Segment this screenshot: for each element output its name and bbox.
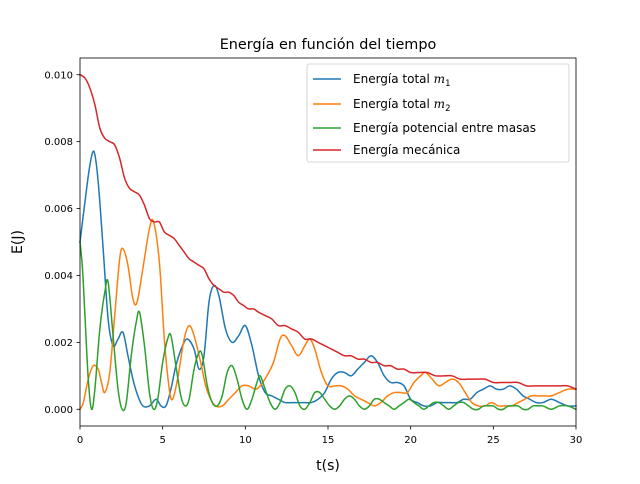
x-tick-label: 0: [77, 435, 83, 446]
y-tick-label: 0.004: [44, 271, 73, 282]
legend-entry-4: Energía mecánica: [313, 143, 460, 157]
legend-entry-3: Energía potencial entre masas: [313, 121, 536, 135]
plot-area: [78, 57, 577, 427]
y-axis-label: E(J): [10, 230, 26, 254]
legend-label: Energía mecánica: [353, 143, 460, 157]
legend-entry-2: Energía total m2: [313, 97, 450, 114]
series-layer: [78, 73, 577, 412]
legend-box: [306, 63, 570, 163]
y-tick-label: 0.000: [44, 405, 73, 416]
chart-title: Energía en función del tiempo: [220, 37, 437, 53]
legend-label-sub: 1: [445, 79, 450, 89]
x-tick-label: 15: [322, 435, 335, 446]
legend-label: Energía potencial entre masas: [353, 121, 536, 135]
legend-entry-1: Energía total m1: [313, 72, 450, 89]
x-tick-label: 30: [570, 435, 583, 446]
legend-label-text: Energía mecánica: [353, 143, 460, 157]
x-tick-label: 25: [487, 435, 500, 446]
series-line-1: [79, 150, 577, 409]
legend-label-text: Energía potencial entre masas: [353, 121, 536, 135]
y-tick-label: 0.002: [44, 338, 73, 349]
series-line-2: [78, 218, 577, 411]
series-line-4: [78, 73, 577, 391]
y-tick-label: 0.006: [44, 204, 73, 215]
y-tick-label: 0.010: [44, 70, 73, 81]
x-tick-label: 20: [404, 435, 417, 446]
series-line-3: [79, 241, 577, 412]
x-tick-label: 10: [239, 435, 252, 446]
legend-label-var: m: [434, 72, 445, 86]
y-axis-ticks: 0.000 0.002 0.004 0.006 0.008 0.010: [44, 70, 80, 416]
legend-label-var: m: [434, 97, 445, 111]
legend-label: Energía total m2: [353, 97, 450, 114]
legend-label-sub: 2: [445, 104, 450, 114]
legend-label: Energía total m1: [353, 72, 450, 89]
legend-label-text: Energía total: [353, 97, 434, 111]
x-tick-label: 5: [159, 435, 165, 446]
x-axis-ticks: 0 5 10 15 20 25 30: [77, 426, 583, 446]
legend-label-text: Energía total: [353, 72, 434, 86]
x-axis-label: t(s): [316, 458, 340, 474]
y-tick-label: 0.008: [44, 137, 73, 148]
